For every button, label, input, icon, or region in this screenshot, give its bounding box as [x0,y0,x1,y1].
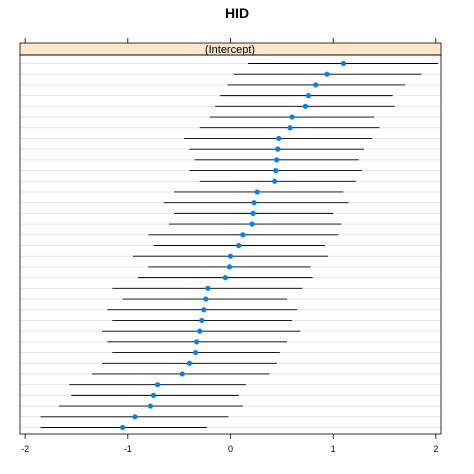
estimate-point-26 [197,328,203,334]
estimate-point-18 [236,242,242,249]
estimate-point-8 [276,135,282,142]
estimate-point-17 [240,232,246,238]
estimate-point-25 [199,317,205,324]
estimate-point-31 [154,382,161,388]
estimate-point-6 [289,114,295,120]
estimate-point-9 [275,146,281,152]
x-tick-label-2: -1 [124,444,132,454]
estimate-point-16 [249,221,255,227]
estimate-point-5 [302,103,309,109]
bottom-axis-ticks [24,434,437,439]
estimate-point-34 [132,414,138,420]
estimate-point-12 [272,178,278,184]
plot-panel-border [19,54,442,435]
estimate-point-30 [179,371,185,377]
estimate-point-35 [120,424,126,431]
interval-marks [40,60,438,431]
estimate-point-2 [324,71,330,77]
estimate-point-27 [194,339,200,345]
estimate-point-33 [147,403,154,409]
estimate-point-11 [273,167,279,174]
estimate-point-29 [186,360,193,366]
x-tick-label-1: -2 [21,444,29,454]
estimate-point-32 [150,392,157,398]
estimate-point-4 [305,93,312,99]
estimate-point-20 [226,264,233,270]
estimate-point-14 [251,200,257,206]
x-axis-tick-labels: -2 -1 0 1 2 [21,444,438,454]
x-tick-label-4: 1 [331,444,336,454]
estimate-point-10 [274,157,280,163]
estimate-point-28 [192,349,199,356]
estimate-point-23 [203,296,209,302]
x-tick-label-5: 2 [433,444,438,454]
panel-label: (Intercept) [205,44,255,56]
x-tick-label-3: 0 [228,444,233,454]
estimate-point-21 [222,275,228,281]
estimate-point-13 [254,189,260,195]
estimate-point-24 [201,307,207,313]
estimate-point-15 [250,210,256,216]
estimate-point-19 [227,253,234,259]
top-axis-ticks [24,38,437,43]
estimate-point-1 [340,60,347,67]
estimate-point-3 [313,82,319,88]
estimate-point-22 [205,285,211,291]
chart-title: HID [225,5,249,21]
estimate-point-7 [287,125,293,131]
